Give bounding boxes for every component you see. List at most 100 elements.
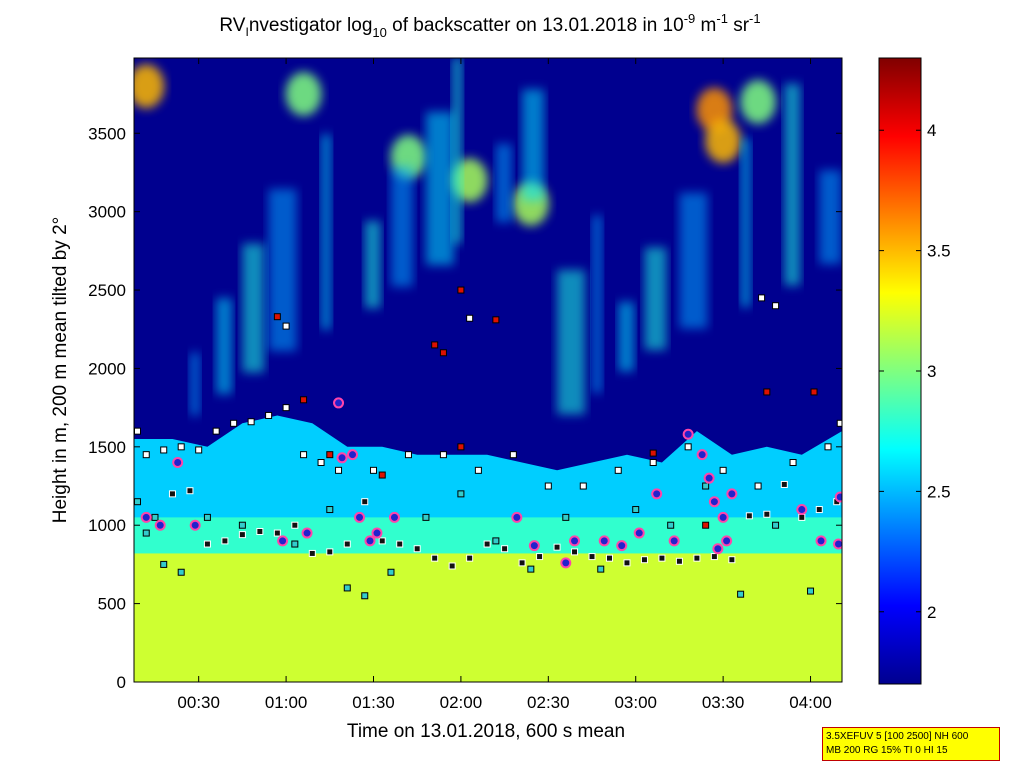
bl-marker-cyan: [632, 506, 640, 514]
bl-marker-light: [684, 443, 692, 451]
bl-marker-light: [230, 419, 238, 427]
bl-marker-circle: [371, 527, 383, 539]
bl-marker-light: [836, 419, 842, 427]
bl-marker-light: [509, 451, 517, 459]
bl-marker-circle: [528, 540, 540, 552]
bl-marker-light: [754, 482, 762, 490]
bl-marker-red: [763, 388, 771, 396]
bl-marker-dark: [396, 540, 404, 548]
y-axis-label: Height in m, 200 m mean tilted by 2°: [50, 217, 71, 523]
bl-marker-red: [431, 341, 439, 349]
bl-marker-light: [824, 443, 832, 451]
bl-marker-circle: [834, 491, 842, 503]
bl-marker-circle: [511, 511, 523, 523]
bl-marker-circle: [301, 527, 313, 539]
aerosol-streak: [189, 352, 200, 416]
bl-marker-dark: [518, 559, 526, 567]
bl-marker-dark: [221, 537, 229, 545]
bl-marker-circle: [172, 457, 184, 469]
bl-marker-circle: [569, 535, 581, 547]
bl-marker-light: [282, 322, 290, 330]
bl-marker-dark: [588, 553, 596, 561]
bl-marker-light: [758, 294, 766, 302]
x-tick-label: 01:00: [265, 693, 308, 712]
bl-marker-circle: [189, 519, 201, 531]
bl-marker-dark: [553, 543, 561, 551]
bl-marker-light: [335, 466, 343, 474]
bl-marker-light: [300, 451, 308, 459]
colorbar-tick-label: 3: [927, 362, 936, 381]
bl-marker-cyan: [807, 587, 815, 595]
bl-marker-cyan: [142, 529, 150, 537]
aerosol-streak: [452, 58, 463, 244]
bl-marker-cyan: [238, 521, 246, 529]
bl-marker-circle: [815, 535, 827, 547]
colorbar-tick-label: 4: [927, 121, 936, 140]
bl-marker-cyan: [527, 565, 535, 573]
bl-marker-dark: [168, 490, 176, 498]
bl-marker-dark: [763, 510, 771, 518]
bl-marker-dark: [501, 545, 509, 553]
bl-marker-light: [142, 451, 150, 459]
bl-marker-dark: [448, 562, 456, 570]
aerosol-streak: [679, 192, 708, 329]
bl-marker-circle: [277, 535, 289, 547]
bl-marker-red: [702, 521, 710, 529]
bl-marker-dark: [745, 512, 753, 520]
bl-marker-dark: [431, 554, 439, 562]
bl-marker-cyan: [160, 560, 168, 568]
bl-marker-cyan: [422, 513, 430, 521]
bl-marker-light: [282, 404, 290, 412]
aerosol-streak: [216, 298, 233, 394]
bl-marker-circle: [796, 504, 808, 516]
bl-marker-light: [212, 427, 220, 435]
aerosol-streak: [557, 269, 586, 415]
bl-marker-red: [326, 451, 334, 459]
bl-marker-circle: [682, 428, 694, 440]
bl-marker-circle: [651, 488, 663, 500]
aerosol-streak: [321, 134, 332, 330]
bl-marker-light: [369, 466, 377, 474]
bl-marker-dark: [675, 557, 683, 565]
bl-marker-light: [247, 418, 255, 426]
bl-marker-light: [649, 459, 657, 467]
bl-marker-dark: [466, 554, 474, 562]
bl-marker-dark: [710, 553, 718, 561]
bl-marker-red: [439, 349, 447, 357]
y-tick-label: 2500: [88, 281, 126, 300]
x-tick-label: 01:30: [352, 693, 395, 712]
bl-marker-light: [134, 427, 141, 435]
x-tick-label: 04:00: [789, 693, 832, 712]
cloud-patch: [134, 64, 165, 109]
aerosol-streak: [242, 243, 265, 373]
info-line-2: MB 200 RG 15% TI 0 HI 15: [826, 745, 948, 756]
bl-marker-dark: [256, 527, 264, 535]
bl-marker-dark: [203, 540, 211, 548]
bl-marker-cyan: [597, 565, 605, 573]
bl-marker-dark: [326, 548, 334, 556]
y-tick-label: 3500: [88, 124, 126, 143]
colorbar-tick-label: 3.5: [927, 242, 951, 261]
x-axis: 00:30 01:00 01:30 02:00 02:30 03:00 03:30 04:00: [177, 58, 832, 712]
bl-marker-cyan: [134, 498, 141, 506]
aerosol-streak: [819, 170, 842, 265]
mixing-layer-core: [134, 553, 842, 682]
x-tick-label: 03:00: [614, 693, 657, 712]
bl-marker-cyan: [343, 584, 351, 592]
bl-marker-cyan: [387, 568, 395, 576]
bl-marker-light: [195, 446, 203, 454]
bl-marker-dark: [536, 553, 544, 561]
bl-marker-cyan: [667, 521, 675, 529]
bl-marker-dark: [273, 529, 281, 537]
info-line-1: 3.5XEFUV 5 [100 2500] NH 600: [826, 731, 969, 742]
bl-marker-circle: [364, 535, 376, 547]
bl-marker-dark: [291, 521, 299, 529]
aerosol-streak: [390, 166, 413, 287]
bl-marker-light: [719, 466, 727, 474]
bl-marker-light: [474, 466, 482, 474]
bl-marker-red: [300, 396, 308, 404]
bl-marker-dark: [728, 556, 736, 564]
bl-marker-red: [649, 449, 657, 457]
